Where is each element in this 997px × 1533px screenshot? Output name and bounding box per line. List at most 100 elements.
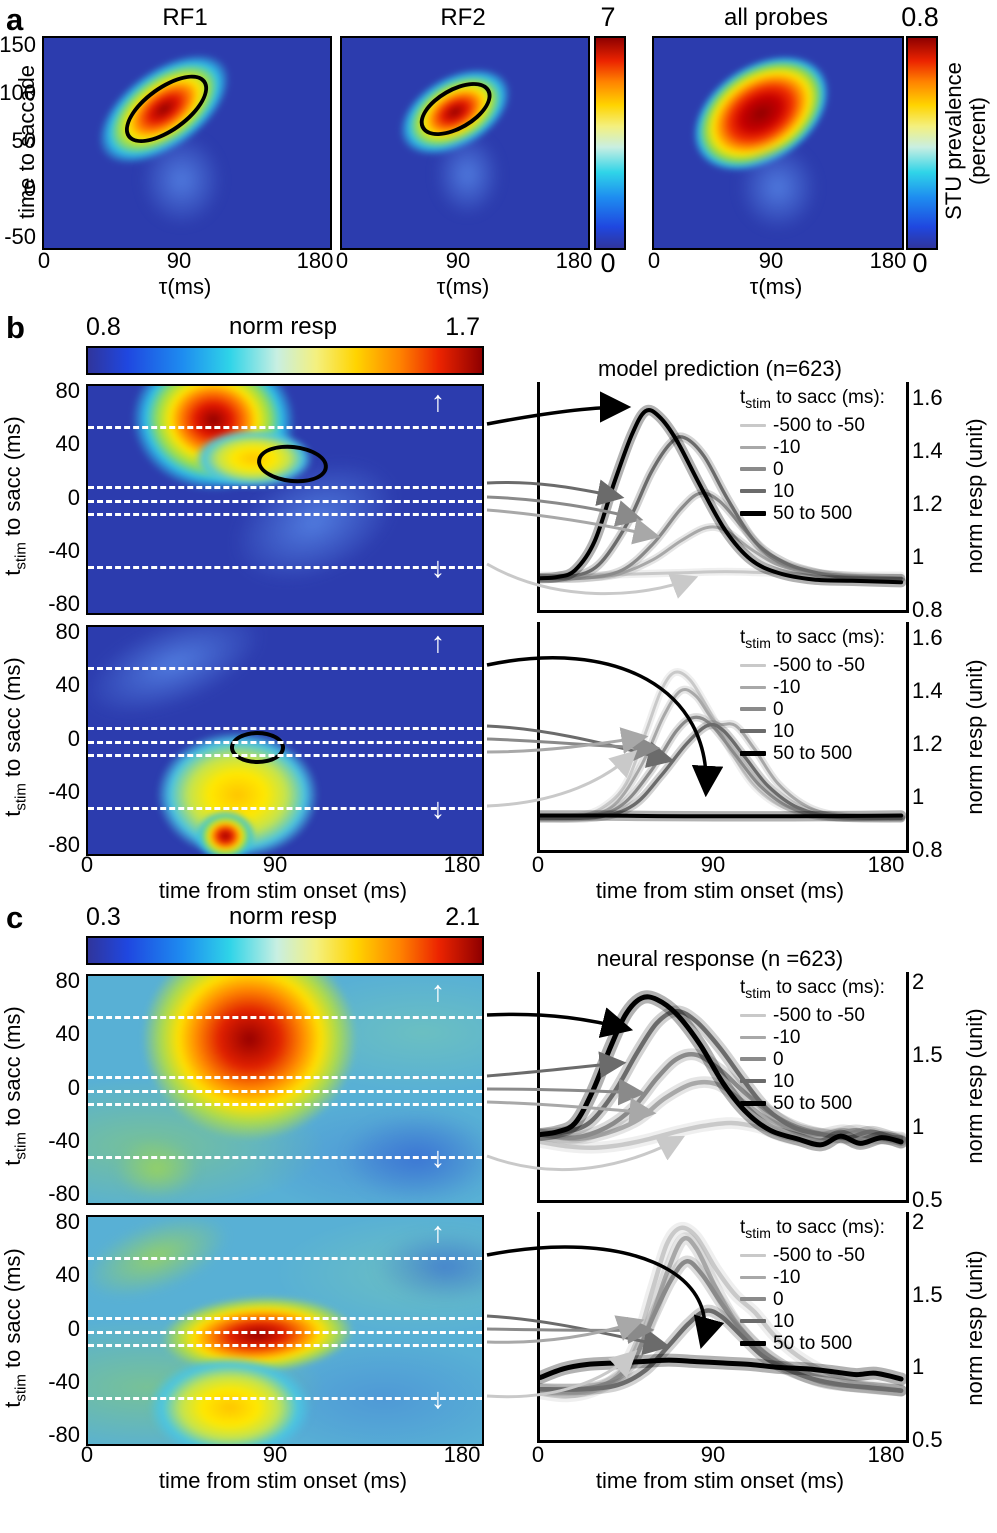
heatmap-green-patch [107,1134,207,1203]
tick-label: 90 [445,248,471,273]
legend-label: -500 to -50 [773,654,865,676]
colorbar-stu-left [594,36,626,250]
c-top-legend: tstim to sacc (ms): -500 to -50 -10 0 10 50 t… [740,977,885,1114]
heatmap-c-bottom: ↑ ↓ [86,1215,484,1446]
legend-label: 0 [773,1288,784,1310]
tick-label: 1 [912,1354,925,1379]
tick-label: 0 [23,176,36,201]
y-label: tstim to sacc (ms) [0,1006,30,1166]
legend-entry: 50 to 500 [740,503,852,524]
colorbar-min: 0 [912,248,928,278]
tick-label: 90 [700,852,726,877]
colorbar-min: 0.8 [86,313,121,341]
heatmap-b-top: ↑ ↓ [86,384,484,615]
tick-label: 80 [55,1209,80,1234]
legend-label: -500 to -50 [773,1004,865,1026]
tick-label: 0 [80,852,94,877]
tick-label: 180 [296,248,334,273]
legend-line-swatch [740,1275,766,1279]
heatmap-rf2 [340,36,590,250]
dashed-line-neg10 [88,1343,482,1347]
legend-label: 0 [773,1048,784,1070]
up-arrow: ↑ [430,976,446,1009]
legend-line-swatch [740,1013,766,1017]
up-arrow: ↑ [430,1217,446,1250]
legend-line-swatch [740,1079,766,1084]
significance-contour [229,731,286,765]
tick-label: 0.8 [912,597,943,622]
tick-label: 0 [67,1075,80,1100]
dashed-line-0 [88,1089,482,1093]
heatmap-streak [425,122,510,227]
legend-entry: 50 to 500 [740,743,852,764]
b-top-legend: tstim to sacc (ms): -500 to -50 -10 0 10 50 t… [740,387,885,524]
y-label: tstim to sacc (ms) [0,416,30,576]
panel-b-letter: b [6,310,25,345]
colorbar-max: 0.8 [901,2,939,32]
tick-label: 90 [262,852,288,877]
legend-entry: -10 [740,1267,800,1288]
tick-label: 180 [555,248,593,273]
tick-label: -40 [48,779,80,804]
b-bottom-right-y-label: norm resp (unit) [953,634,997,840]
heatmap-streak [129,122,233,238]
stu-label-line1: STU prevalence [941,62,966,220]
tick-label: 180 [443,1442,481,1467]
rf1-x-axis-label: τ(ms) [158,274,212,299]
legend-title: tstim to sacc (ms): [740,387,885,411]
dashed-line-10 [88,1317,482,1321]
tick-label: -80 [48,832,80,857]
colorbar-title: norm resp [228,313,338,340]
tick-label: 40 [55,1262,80,1287]
series-line-10 [540,435,903,581]
tick-label: -40 [48,1369,80,1394]
legend-entry: 10 [740,721,794,742]
legend-title: tstim to sacc (ms): [740,977,885,1001]
tick-label: 0 [67,726,80,751]
tick-label: 0 [80,1442,94,1467]
legend-line-swatch [740,1035,766,1039]
b-plot-x-axis-label: time from stim onset (ms) [595,878,845,903]
c-right-title: neural response (n =623) [596,946,844,971]
down-arrow: ↓ [430,1382,446,1415]
tick-label: 180 [867,852,905,877]
rf2-x-axis-label: τ(ms) [436,274,490,299]
legend-entry: -10 [740,1027,800,1048]
tick-label: 80 [55,619,80,644]
tick-label: 180 [869,248,907,273]
tick-label: -80 [48,1422,80,1447]
colorbar-norm-resp-c [86,936,484,965]
legend-entry: 10 [740,1311,794,1332]
legend-line-swatch [740,1253,766,1257]
legend-label: 10 [773,480,795,502]
b-bottom-legend: tstim to sacc (ms): -500 to -50 -10 0 10 50 t… [740,627,885,764]
legend-label: 50 to 500 [773,1092,853,1114]
tick-label: 100 [0,80,36,105]
legend-entry: -500 to -50 [740,415,865,436]
legend-label: 10 [773,1070,795,1092]
legend-entry: 50 to 500 [740,1333,852,1354]
dashed-line-0 [88,1330,482,1334]
tick-label: 1.6 [912,385,943,410]
tick-label: 1 [912,1114,925,1139]
legend-line-swatch [740,685,766,689]
legend-title: tstim to sacc (ms): [740,1217,885,1241]
legend-label: -500 to -50 [773,414,865,436]
tick-label: 0.8 [912,837,943,862]
dashed-line-neg50 [88,807,482,811]
map-title-all-probes: all probes [723,4,829,31]
legend-line-swatch [740,489,766,494]
legend-label: -500 to -50 [773,1244,865,1266]
tick-label: 90 [758,248,784,273]
dashed-line-neg10 [88,1102,482,1106]
legend-entry: 0 [740,1049,784,1070]
heatmap-c-top: ↑ ↓ [86,974,484,1205]
heatmap-rf1 [42,36,332,250]
tick-label: 1.4 [912,678,943,703]
legend-label: 0 [773,698,784,720]
dashed-line-55 [88,1256,482,1260]
legend-line-swatch [740,750,766,756]
series-line-50 to 500 [540,408,904,585]
dashed-line-10 [88,1076,482,1080]
heatmap-all-probes [652,36,904,250]
